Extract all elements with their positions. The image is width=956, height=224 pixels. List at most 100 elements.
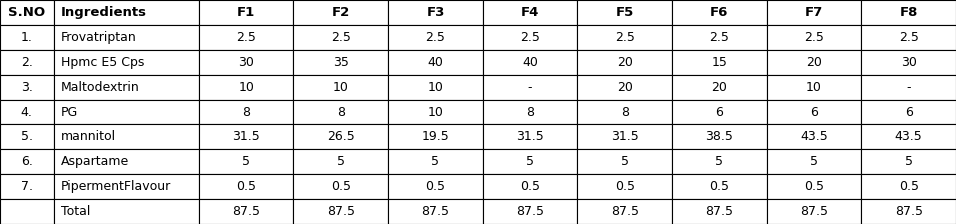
Bar: [388, 0, 483, 25]
Bar: [293, 50, 388, 75]
Text: 3.: 3.: [21, 81, 33, 94]
Bar: [388, 174, 483, 199]
Text: 5: 5: [904, 155, 913, 168]
Bar: [54, 149, 199, 174]
Bar: [672, 199, 767, 224]
Text: Aspartame: Aspartame: [61, 155, 129, 168]
Bar: [767, 0, 861, 25]
Bar: [577, 149, 672, 174]
Bar: [767, 199, 861, 224]
Bar: [388, 149, 483, 174]
Text: 0.5: 0.5: [331, 180, 351, 193]
Bar: [388, 75, 483, 99]
Bar: [767, 25, 861, 50]
Text: 5.: 5.: [21, 130, 33, 143]
Text: Frovatriptan: Frovatriptan: [61, 31, 137, 44]
Bar: [483, 50, 577, 75]
Bar: [767, 174, 861, 199]
Text: 5: 5: [810, 155, 818, 168]
Text: 2.: 2.: [21, 56, 33, 69]
Text: 1.: 1.: [21, 31, 33, 44]
Text: 0.5: 0.5: [520, 180, 540, 193]
Text: 30: 30: [901, 56, 917, 69]
Bar: [54, 50, 199, 75]
Text: PipermentFlavour: PipermentFlavour: [61, 180, 171, 193]
Text: 15: 15: [711, 56, 728, 69]
Text: 0.5: 0.5: [236, 180, 256, 193]
Text: 10: 10: [238, 81, 254, 94]
Bar: [767, 50, 861, 75]
Bar: [199, 99, 293, 125]
Text: 0.5: 0.5: [899, 180, 919, 193]
Bar: [672, 75, 767, 99]
Bar: [388, 25, 483, 50]
Text: 40: 40: [427, 56, 444, 69]
Bar: [54, 25, 199, 50]
Bar: [861, 149, 956, 174]
Text: 8: 8: [337, 106, 345, 118]
Bar: [577, 0, 672, 25]
Text: 30: 30: [238, 56, 254, 69]
Text: -: -: [906, 81, 911, 94]
Bar: [672, 99, 767, 125]
Bar: [861, 50, 956, 75]
Bar: [199, 0, 293, 25]
Text: 8: 8: [242, 106, 250, 118]
Bar: [388, 50, 483, 75]
Text: 87.5: 87.5: [516, 205, 544, 218]
Bar: [767, 75, 861, 99]
Text: 5: 5: [715, 155, 724, 168]
Bar: [577, 99, 672, 125]
Bar: [54, 199, 199, 224]
Text: Total: Total: [61, 205, 91, 218]
Bar: [861, 75, 956, 99]
Text: PG: PG: [61, 106, 78, 118]
Bar: [388, 199, 483, 224]
Text: 31.5: 31.5: [611, 130, 639, 143]
Text: 20: 20: [806, 56, 822, 69]
Text: F8: F8: [900, 6, 918, 19]
Bar: [483, 0, 577, 25]
Bar: [0, 75, 54, 99]
Bar: [861, 25, 956, 50]
Bar: [483, 25, 577, 50]
Bar: [54, 0, 199, 25]
Bar: [293, 125, 388, 149]
Bar: [861, 99, 956, 125]
Text: 26.5: 26.5: [327, 130, 355, 143]
Bar: [199, 149, 293, 174]
Bar: [767, 99, 861, 125]
Bar: [199, 199, 293, 224]
Text: -: -: [528, 81, 532, 94]
Bar: [0, 25, 54, 50]
Text: Maltodextrin: Maltodextrin: [61, 81, 140, 94]
Text: 0.5: 0.5: [804, 180, 824, 193]
Text: 87.5: 87.5: [611, 205, 639, 218]
Bar: [54, 125, 199, 149]
Bar: [199, 125, 293, 149]
Bar: [293, 199, 388, 224]
Bar: [199, 75, 293, 99]
Bar: [483, 174, 577, 199]
Text: mannitol: mannitol: [61, 130, 117, 143]
Bar: [483, 125, 577, 149]
Text: 2.5: 2.5: [236, 31, 256, 44]
Text: 43.5: 43.5: [895, 130, 923, 143]
Text: 8: 8: [620, 106, 629, 118]
Bar: [0, 125, 54, 149]
Bar: [199, 174, 293, 199]
Text: 19.5: 19.5: [422, 130, 449, 143]
Text: 5: 5: [526, 155, 534, 168]
Text: 6: 6: [810, 106, 818, 118]
Bar: [293, 75, 388, 99]
Bar: [388, 125, 483, 149]
Bar: [483, 199, 577, 224]
Text: S.NO: S.NO: [9, 6, 45, 19]
Bar: [483, 99, 577, 125]
Text: 87.5: 87.5: [800, 205, 828, 218]
Text: 8: 8: [526, 106, 534, 118]
Bar: [861, 0, 956, 25]
Text: 5: 5: [337, 155, 345, 168]
Text: 0.5: 0.5: [615, 180, 635, 193]
Text: Hpmc E5 Cps: Hpmc E5 Cps: [61, 56, 144, 69]
